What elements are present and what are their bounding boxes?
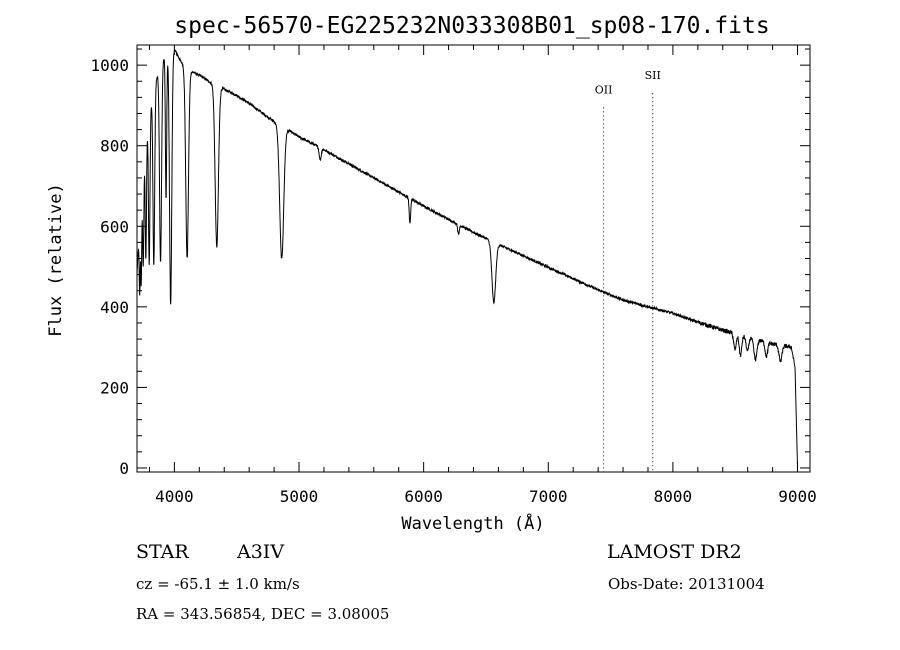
y-tick-label: 400 (100, 298, 129, 317)
y-tick-label: 0 (119, 459, 129, 478)
x-tick-label: 8000 (654, 487, 693, 506)
y-tick-label: 1000 (90, 56, 129, 75)
spectral-class: A3IV (237, 541, 285, 563)
survey-name: LAMOST DR2 (607, 541, 742, 563)
axis-ticks (137, 45, 810, 472)
y-axis-label: Flux (relative) (46, 183, 66, 337)
axis-tick-labels: 4000 5000 6000 7000 8000 9000 0 200 400 600 800 100… (90, 56, 816, 506)
x-tick-label: 7000 (529, 487, 568, 506)
object-type: STAR (136, 541, 189, 563)
observation-date: Obs-Date: 20131004 (608, 575, 765, 593)
y-tick-label: 800 (100, 137, 129, 156)
x-tick-label: 6000 (404, 487, 443, 506)
radial-velocity: cz = -65.1 ± 1.0 km/s (136, 575, 300, 593)
y-tick-label: 600 (100, 217, 129, 236)
x-tick-label: 4000 (155, 487, 194, 506)
x-tick-label: 9000 (778, 487, 817, 506)
chart-title: spec-56570-EG225232N033308B01_sp08-170.f… (174, 13, 769, 39)
plot-frame (136, 44, 811, 473)
y-tick-label: 200 (100, 378, 129, 397)
line-annotations: OII SII (595, 69, 661, 472)
annotation-label: SII (645, 69, 661, 82)
coordinates: RA = 343.56854, DEC = 3.08005 (136, 605, 390, 623)
x-axis-label: Wavelength (Å) (401, 512, 544, 534)
x-tick-label: 5000 (280, 487, 319, 506)
annotation-label: OII (595, 83, 613, 96)
spectrum-line (136, 49, 798, 469)
